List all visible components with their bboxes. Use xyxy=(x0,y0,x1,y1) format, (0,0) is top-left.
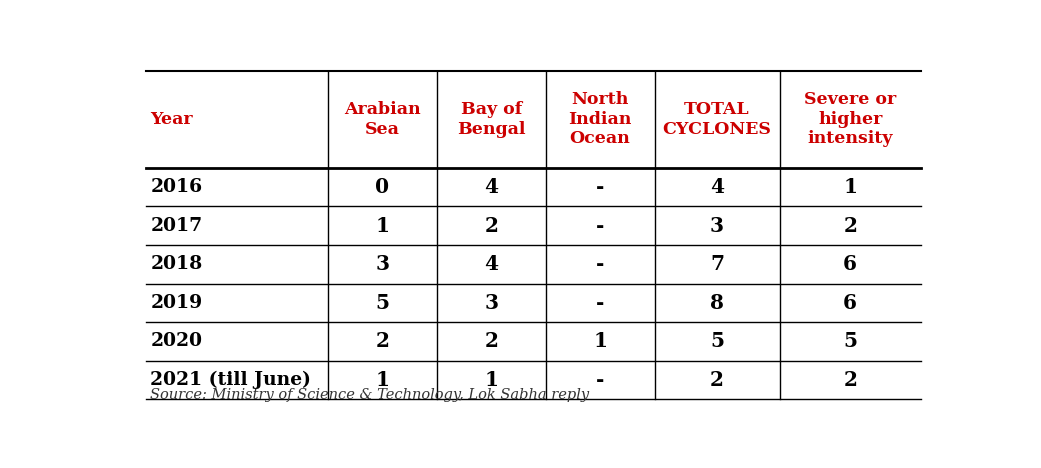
Text: 2021 (till June): 2021 (till June) xyxy=(150,371,311,389)
Text: 3: 3 xyxy=(484,293,499,313)
Text: 2017: 2017 xyxy=(150,217,202,235)
Text: 2020: 2020 xyxy=(150,332,202,351)
Text: 2: 2 xyxy=(843,216,857,236)
Text: 2019: 2019 xyxy=(150,294,202,312)
Text: 4: 4 xyxy=(710,177,725,197)
Text: -: - xyxy=(595,370,604,390)
Text: 1: 1 xyxy=(375,370,389,390)
Text: 2: 2 xyxy=(484,216,498,236)
Text: -: - xyxy=(595,254,604,274)
Text: 5: 5 xyxy=(710,331,725,351)
Text: 1: 1 xyxy=(593,331,607,351)
Text: 6: 6 xyxy=(843,254,857,274)
Text: 3: 3 xyxy=(375,254,389,274)
Text: Year: Year xyxy=(150,111,193,128)
Text: Severe or
higher
intensity: Severe or higher intensity xyxy=(804,91,896,147)
Text: 7: 7 xyxy=(710,254,725,274)
Text: 4: 4 xyxy=(484,254,499,274)
Text: 1: 1 xyxy=(375,216,389,236)
Text: -: - xyxy=(595,177,604,197)
Text: 8: 8 xyxy=(710,293,725,313)
Text: -: - xyxy=(595,293,604,313)
Text: 2018: 2018 xyxy=(150,255,203,273)
Text: 5: 5 xyxy=(375,293,389,313)
Text: 2: 2 xyxy=(376,331,389,351)
Text: -: - xyxy=(595,216,604,236)
Text: 2016: 2016 xyxy=(150,178,202,196)
Text: 2: 2 xyxy=(710,370,723,390)
Text: 5: 5 xyxy=(843,331,857,351)
Text: 3: 3 xyxy=(710,216,725,236)
Text: Arabian
Sea: Arabian Sea xyxy=(344,101,421,138)
Text: Source: Ministry of Science & Technology, Lok Sabha reply: Source: Ministry of Science & Technology… xyxy=(150,388,589,402)
Text: 6: 6 xyxy=(843,293,857,313)
Text: 0: 0 xyxy=(375,177,389,197)
Text: TOTAL
CYCLONES: TOTAL CYCLONES xyxy=(663,101,771,138)
Text: Bay of
Bengal: Bay of Bengal xyxy=(457,101,526,138)
Text: 2: 2 xyxy=(484,331,498,351)
Text: 1: 1 xyxy=(843,177,857,197)
Text: 1: 1 xyxy=(484,370,499,390)
Text: 2: 2 xyxy=(843,370,857,390)
Text: 4: 4 xyxy=(484,177,499,197)
Text: North
Indian
Ocean: North Indian Ocean xyxy=(568,91,632,147)
